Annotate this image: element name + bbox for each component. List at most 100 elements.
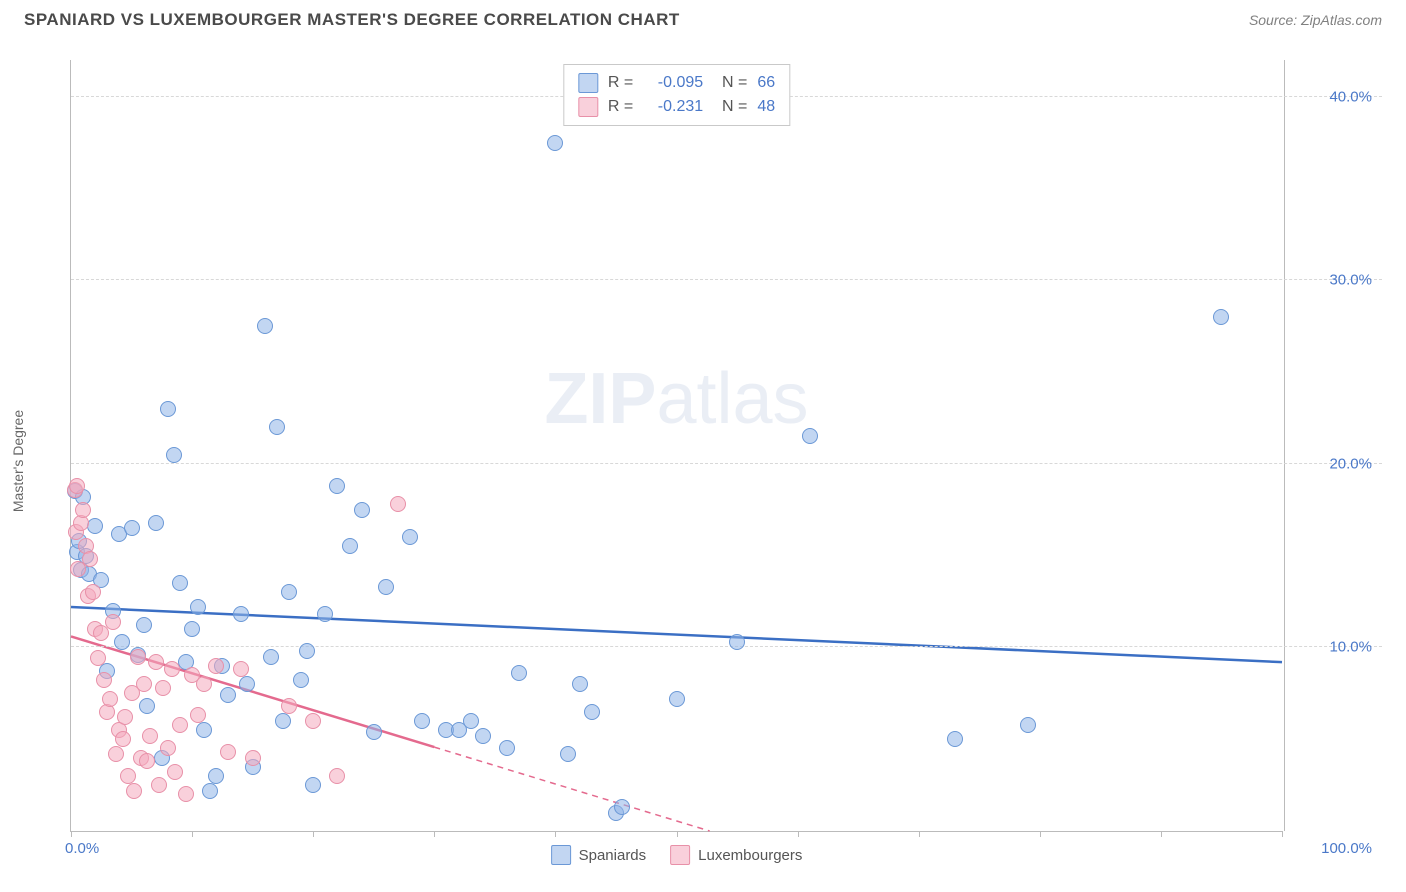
legend-swatch [670, 845, 690, 865]
data-point [139, 753, 155, 769]
data-point [164, 661, 180, 677]
data-point [560, 746, 576, 762]
data-point [148, 654, 164, 670]
x-tick [1161, 831, 1162, 837]
correlation-row: R =-0.231 N = 48 [578, 95, 775, 119]
x-tick [798, 831, 799, 837]
data-point [947, 731, 963, 747]
y-tick-label: 30.0% [1292, 272, 1372, 289]
data-point [269, 419, 285, 435]
data-point [69, 478, 85, 494]
data-point [126, 783, 142, 799]
y-axis-right-line [1284, 60, 1285, 831]
x-tick [434, 831, 435, 837]
data-point [669, 691, 685, 707]
data-point [220, 687, 236, 703]
x-tick [919, 831, 920, 837]
x-tick [1040, 831, 1041, 837]
data-point [402, 529, 418, 545]
x-tick [71, 831, 72, 837]
data-point [117, 709, 133, 725]
data-point [90, 650, 106, 666]
x-tick [1282, 831, 1283, 837]
data-point [329, 768, 345, 784]
data-point [245, 750, 261, 766]
gridline [71, 646, 1382, 647]
legend-swatch [578, 97, 598, 117]
chart-title: SPANIARD VS LUXEMBOURGER MASTER'S DEGREE… [24, 10, 680, 30]
x-tick [555, 831, 556, 837]
data-point [414, 713, 430, 729]
data-point [257, 318, 273, 334]
y-tick-label: 10.0% [1292, 639, 1372, 656]
data-point [108, 746, 124, 762]
data-point [184, 621, 200, 637]
data-point [85, 584, 101, 600]
data-point [317, 606, 333, 622]
legend-label: Spaniards [579, 847, 647, 864]
data-point [148, 515, 164, 531]
data-point [390, 496, 406, 512]
data-point [511, 665, 527, 681]
data-point [190, 599, 206, 615]
legend-item: Luxembourgers [670, 845, 802, 865]
x-tick-label: 0.0% [65, 840, 99, 857]
data-point [160, 401, 176, 417]
y-tick-label: 40.0% [1292, 88, 1372, 105]
data-point [233, 661, 249, 677]
data-point [178, 786, 194, 802]
data-point [130, 649, 146, 665]
data-point [136, 676, 152, 692]
data-point [208, 768, 224, 784]
data-point [139, 698, 155, 714]
trend-lines [71, 60, 1282, 831]
data-point [275, 713, 291, 729]
data-point [281, 698, 297, 714]
data-point [120, 768, 136, 784]
data-point [220, 744, 236, 760]
correlation-legend: R =-0.095 N = 66R =-0.231 N = 48 [563, 64, 790, 126]
x-tick [677, 831, 678, 837]
gridline [71, 463, 1382, 464]
correlation-row: R =-0.095 N = 66 [578, 71, 775, 95]
data-point [802, 428, 818, 444]
data-point [263, 649, 279, 665]
r-value: -0.231 [643, 98, 703, 116]
data-point [124, 520, 140, 536]
data-point [1020, 717, 1036, 733]
data-point [729, 634, 745, 650]
data-point [299, 643, 315, 659]
data-point [614, 799, 630, 815]
data-point [475, 728, 491, 744]
data-point [155, 680, 171, 696]
data-point [281, 584, 297, 600]
data-point [305, 777, 321, 793]
data-point [196, 676, 212, 692]
legend-swatch [578, 73, 598, 93]
data-point [160, 740, 176, 756]
legend-label: Luxembourgers [698, 847, 802, 864]
data-point [172, 717, 188, 733]
data-point [172, 575, 188, 591]
data-point [354, 502, 370, 518]
data-point [572, 676, 588, 692]
n-value: 66 [757, 74, 775, 92]
y-tick-label: 20.0% [1292, 455, 1372, 472]
data-point [342, 538, 358, 554]
data-point [463, 713, 479, 729]
data-point [167, 764, 183, 780]
gridline [71, 279, 1382, 280]
data-point [547, 135, 563, 151]
data-point [202, 783, 218, 799]
x-tick [192, 831, 193, 837]
x-tick-label: 100.0% [1292, 840, 1372, 857]
n-value: 48 [757, 98, 775, 116]
series-legend: Spaniards Luxembourgers [551, 845, 803, 865]
data-point [233, 606, 249, 622]
data-point [82, 551, 98, 567]
data-point [75, 502, 91, 518]
chart-container: Master's Degree ZIPatlas R =-0.095 N = 6… [24, 50, 1382, 872]
data-point [239, 676, 255, 692]
plot-area: ZIPatlas R =-0.095 N = 66R =-0.231 N = 4… [70, 60, 1282, 832]
r-value: -0.095 [643, 74, 703, 92]
